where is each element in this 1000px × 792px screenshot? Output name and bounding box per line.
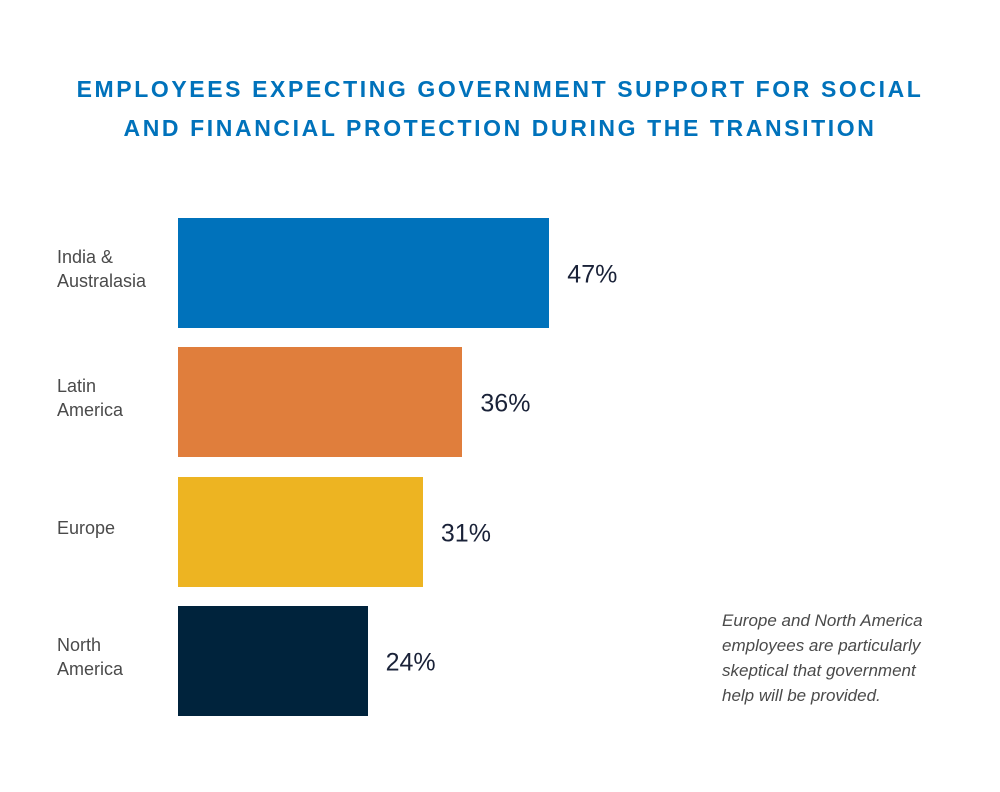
value-label: 47% [567, 260, 618, 289]
bar [178, 218, 550, 328]
value-label: 31% [440, 519, 491, 548]
category-label: Europe [57, 517, 116, 538]
category-label: India & Australasia [57, 247, 147, 291]
value-label: 24% [385, 648, 436, 677]
value-label: 36% [480, 389, 531, 418]
category-label: North America [57, 634, 124, 679]
bar [178, 605, 368, 716]
bar [178, 347, 463, 458]
annotation: Europe and North America employees are p… [722, 611, 923, 705]
category-label: Latin America [57, 376, 124, 421]
chart-title: EMPLOYEES EXPECTING GOVERNMENT SUPPORT F… [76, 76, 924, 141]
bar [178, 476, 423, 587]
